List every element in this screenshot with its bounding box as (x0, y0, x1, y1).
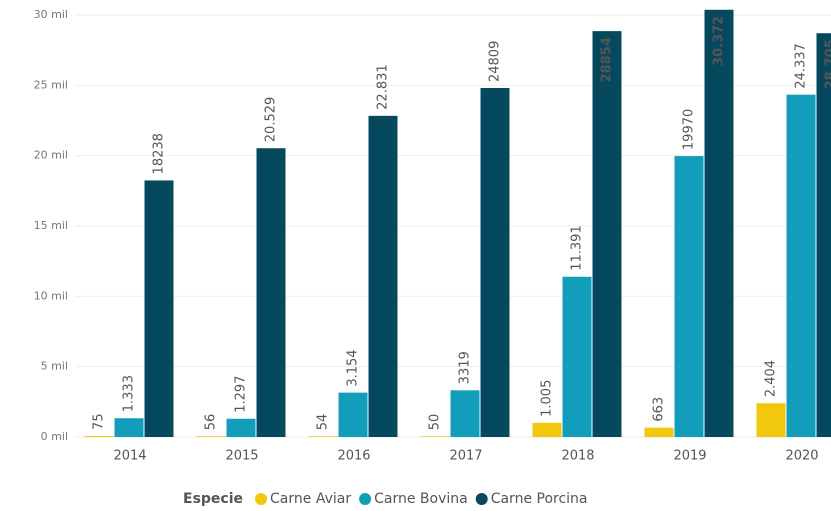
bar (644, 427, 674, 437)
bar (704, 9, 734, 437)
data-label: 28854 (600, 37, 615, 82)
bar (226, 418, 256, 437)
legend-label: Carne Aviar (270, 491, 351, 507)
bar (532, 422, 562, 437)
data-label: 20.529 (264, 97, 279, 143)
legend-swatch (255, 493, 268, 505)
bar (196, 436, 226, 437)
data-label: 54 (316, 414, 331, 431)
data-label: 1.333 (122, 375, 137, 412)
x-tick-label: 2019 (673, 449, 706, 464)
bar (816, 33, 831, 437)
bar (368, 115, 398, 437)
data-label: 3319 (458, 351, 473, 384)
bar (786, 94, 816, 437)
data-label: 24809 (488, 41, 503, 82)
data-label: 28.705 (824, 39, 831, 89)
x-tick-label: 2020 (785, 449, 818, 464)
data-label: 1.297 (234, 376, 249, 413)
data-label: 11.391 (570, 225, 585, 271)
data-label: 18238 (152, 133, 167, 174)
x-tick-label: 2014 (113, 449, 146, 464)
y-tick-label: 25 mil (34, 78, 68, 91)
bar (338, 392, 368, 437)
legend-swatch (359, 493, 372, 505)
bar (84, 435, 114, 437)
x-tick-label: 2016 (337, 449, 370, 464)
data-label: 663 (652, 397, 667, 422)
y-tick-label: 30 mil (34, 8, 68, 21)
x-tick-label: 2017 (449, 449, 482, 464)
data-label: 24.337 (794, 43, 809, 89)
data-label: 30.372 (712, 16, 727, 66)
bar (144, 180, 174, 437)
y-tick-label: 10 mil (34, 289, 68, 302)
bar (450, 390, 480, 437)
x-tick-label: 2018 (561, 449, 594, 464)
data-label: 19970 (682, 109, 697, 150)
bar (114, 418, 144, 437)
bar (420, 436, 450, 437)
bar (756, 403, 786, 437)
bar (308, 436, 338, 437)
x-tick-label: 2015 (225, 449, 258, 464)
y-tick-label: 20 mil (34, 149, 68, 162)
legend-label: Carne Porcina (491, 491, 588, 507)
data-label: 22.831 (376, 64, 391, 110)
y-tick-label: 15 mil (34, 219, 68, 232)
data-label: 50 (428, 414, 443, 431)
legend-swatch (475, 493, 488, 505)
bar (592, 31, 622, 438)
y-tick-label: 0 mil (41, 430, 68, 443)
bar (256, 148, 286, 437)
bar (562, 276, 592, 437)
bar (674, 156, 704, 437)
data-label: 56 (204, 414, 219, 431)
legend-title: Especie (183, 491, 243, 507)
y-tick-label: 5 mil (41, 360, 68, 373)
bar (480, 88, 510, 437)
data-label: 1.005 (540, 380, 555, 417)
data-label: 2.404 (764, 360, 779, 397)
legend-label: Carne Bovina (374, 491, 468, 507)
data-label: 3.154 (346, 349, 361, 386)
data-label: 75 (92, 413, 107, 430)
